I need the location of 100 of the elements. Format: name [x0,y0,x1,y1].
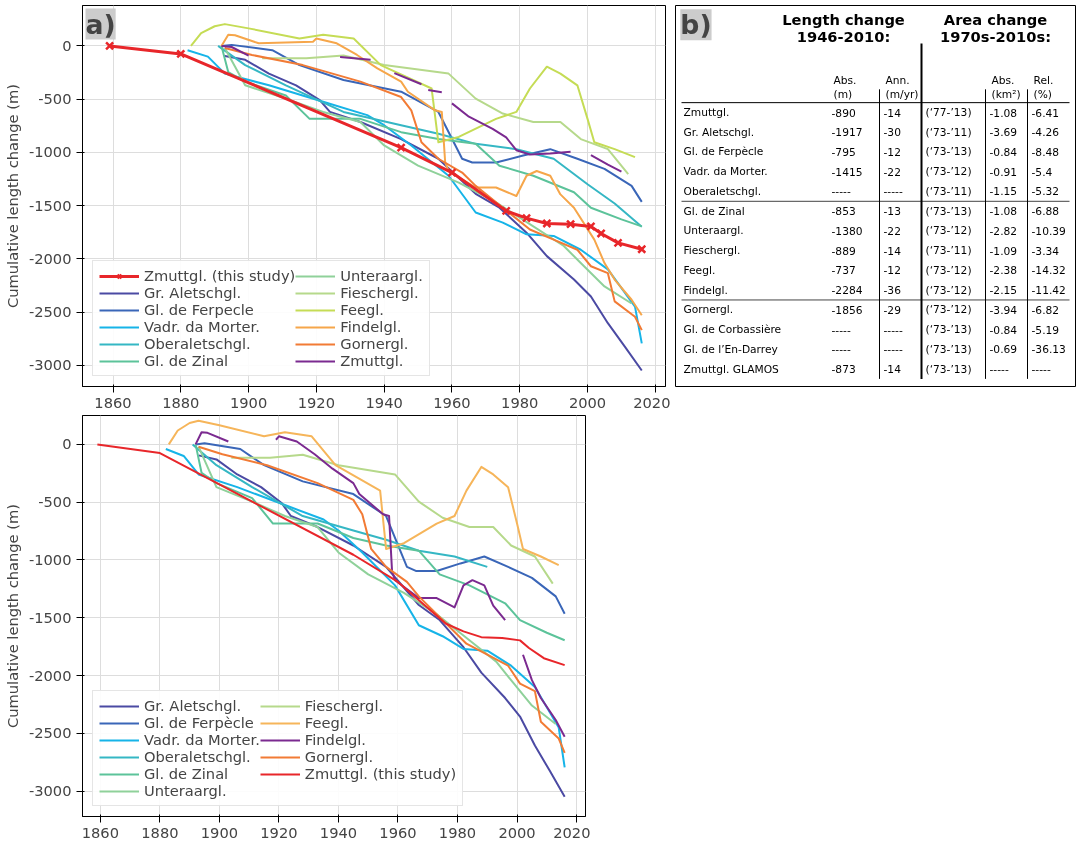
text: (‘73-’12) [925,165,972,179]
text: -1.08 [989,106,1018,120]
category-label: Findelgl. [683,283,728,297]
category-label: Abs. (km²) [991,74,1021,102]
text: (‘73-’13) [925,204,972,218]
text: (‘73-’11) [925,244,972,258]
x-tick-label: 1960 [379,823,417,841]
text: -11.42 [1031,284,1066,298]
text: (‘73-’12) [925,263,972,277]
text: -795 [831,145,856,159]
x-tick-label: 2020 [633,393,671,411]
text: -14 [883,244,901,258]
text: -2.38 [989,264,1018,278]
text: (‘73-’12) [925,283,972,297]
text: -13 [883,205,901,219]
y-tick-label: -1500 [28,196,72,214]
y-tick-label: -2500 [28,724,72,742]
category-label: Vadr. da Morter. [683,165,768,179]
text: -0.84 [989,323,1018,337]
text: (‘73-’12) [925,303,972,317]
y-axis-title: Cumulative length change (m) [3,504,21,728]
text: -5.19 [1031,323,1060,337]
y-tick-label: 0 [62,435,72,453]
category-label: Rel. (%) [1033,74,1054,102]
y-tick-label: -3000 [28,782,72,800]
text: -36 [883,284,901,298]
text: (‘73-’13) [925,145,972,159]
text: ----- [1031,363,1051,377]
legend-label: Unteraargl. [340,267,423,284]
y-tick-label: -2000 [28,666,72,684]
category-label: Feegl. [683,263,716,277]
text: -14 [883,363,901,377]
text: -873 [831,363,856,377]
text: -36.13 [1031,343,1066,357]
point [565,219,576,229]
point [501,206,511,216]
text: -2284 [831,284,863,298]
legend-label: Feegl. [304,714,349,731]
y-tick-label: 0 [62,36,72,54]
legend-label: Gr. Aletschgl. [144,284,242,301]
line-series [167,419,560,567]
point [521,213,532,223]
legend-label: Unteraargl. [144,782,227,799]
text: -22 [883,224,901,238]
text: -12 [883,264,901,278]
text: -2.82 [989,224,1018,238]
text: -737 [831,264,856,278]
text: -6.41 [1031,106,1060,120]
point [104,41,115,51]
text: -30 [883,126,901,140]
category-label: Gornergl. [683,303,734,317]
line-series [261,54,630,176]
x-tick-label: 1880 [141,823,179,841]
category-label: Gl. de Corbassière [683,323,782,337]
text: (‘73-’12) [925,224,972,238]
text: -14 [883,106,901,120]
category-label: Gr. Aletschgl. [683,125,755,139]
point [176,49,186,59]
text: -3.34 [1031,244,1060,258]
text: (‘73-’13) [925,362,972,376]
text: ----- [831,343,851,357]
legend-label: Gornergl. [340,335,409,352]
category-label: Unteraargl. [683,224,744,238]
legend-label: Zmuttgl. (this study) [144,267,296,284]
text: -890 [831,106,856,120]
legend-label: Gr. Aletschgl. [144,697,242,714]
text: -29 [883,303,901,317]
x-tick-label: 1960 [433,393,471,411]
legend-label: Gl. de Zinal [144,352,229,369]
text: -3.94 [989,303,1018,317]
text: -8.48 [1031,145,1060,159]
text: -3.69 [989,126,1018,140]
x-tick-label: 1980 [438,823,477,841]
text: ----- [883,323,903,337]
text: -10.39 [1031,224,1066,238]
text: b) [680,9,712,41]
y-tick-label: -500 [38,493,72,511]
point [396,142,406,153]
line-series [191,443,489,568]
category-label: Gl. de l’En-Darrey [683,342,778,356]
x-tick-label: 1980 [501,393,539,411]
point [613,238,623,248]
legend-label: Vadr. da Morter. [144,318,260,335]
point [542,218,552,229]
category-label: Ann. (m/yr) [885,74,919,102]
text: -0.91 [989,165,1018,179]
legend-label: Vadr. da Morter. [144,731,260,748]
y-tick-label: -2500 [28,303,72,320]
legend-label: Gl. de Ferpècle [144,714,254,731]
text: -5.32 [1031,185,1060,199]
legend-label: Feegl. [340,301,384,318]
legend-label: Gornergl. [304,748,374,765]
y-tick-label: -500 [38,90,72,108]
text: -1.08 [989,205,1018,219]
category-label: Fieschergl. [683,244,741,258]
text: ----- [989,363,1009,377]
x-tick-label: 1920 [297,393,336,411]
y-tick-label: -3000 [28,356,72,374]
legend-label: Fieschergl. [340,284,419,301]
y-tick-label: -2000 [28,249,72,267]
